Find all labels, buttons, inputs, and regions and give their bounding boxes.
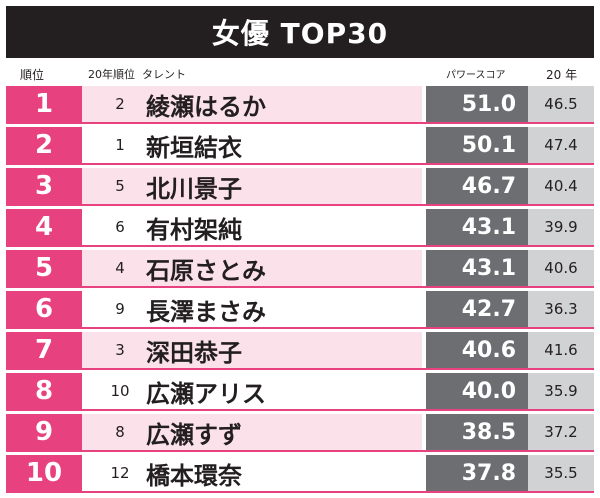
talent-cell: 12 橋本環奈	[82, 455, 422, 491]
table-row: 8 10 広瀬アリス 40.0 35.9	[6, 373, 594, 411]
talent-cell: 6 有村架純	[82, 209, 422, 245]
prev-rank: 10	[110, 382, 130, 400]
power-score: 40.6	[426, 332, 528, 368]
header-prev-rank: 20年順位	[88, 68, 135, 81]
prev-rank: 3	[115, 341, 125, 359]
talent-cell: 8 広瀬すず	[82, 414, 422, 450]
power-score: 46.7	[426, 168, 528, 204]
power-score: 37.8	[426, 455, 528, 491]
rank-number: 4	[6, 209, 82, 245]
prev-rank: 4	[115, 259, 125, 277]
rank-number: 10	[6, 455, 82, 491]
power-score: 38.5	[426, 414, 528, 450]
power-score: 43.1	[426, 209, 528, 245]
prev-rank: 8	[115, 423, 125, 441]
year20-score: 40.4	[528, 168, 594, 204]
year20-score: 35.9	[528, 373, 594, 409]
talent-cell: 1 新垣結衣	[82, 127, 422, 163]
power-score: 43.1	[426, 250, 528, 286]
talent-cell: 4 石原さとみ	[82, 250, 422, 286]
header-power-score: パワースコア	[446, 70, 506, 81]
table-header: 順位 20年順位 タレント パワースコア 20 年	[6, 62, 594, 84]
power-score: 50.1	[426, 127, 528, 163]
year20-score: 46.5	[528, 86, 594, 122]
talent-name: 広瀬アリス	[146, 379, 266, 408]
talent-cell: 2 綾瀬はるか	[82, 86, 422, 122]
year20-score: 37.2	[528, 414, 594, 450]
prev-rank: 12	[110, 464, 130, 482]
power-score: 51.0	[426, 86, 528, 122]
rank-number: 3	[6, 168, 82, 204]
year20-score: 47.4	[528, 127, 594, 163]
talent-cell: 10 広瀬アリス	[82, 373, 422, 409]
power-score: 42.7	[426, 291, 528, 327]
table-row: 5 4 石原さとみ 43.1 40.6	[6, 250, 594, 288]
talent-cell: 5 北川景子	[82, 168, 422, 204]
rank-number: 1	[6, 86, 82, 122]
table-row: 7 3 深田恭子 40.6 41.6	[6, 332, 594, 370]
talent-name: 橋本環奈	[146, 461, 242, 490]
talent-cell: 3 深田恭子	[82, 332, 422, 368]
header-rank: 順位	[20, 68, 45, 82]
rank-number: 8	[6, 373, 82, 409]
talent-name: 長澤まさみ	[146, 297, 266, 326]
rank-number: 9	[6, 414, 82, 450]
table-row: 9 8 広瀬すず 38.5 37.2	[6, 414, 594, 452]
header-year20: 20 年	[546, 68, 578, 82]
rank-number: 7	[6, 332, 82, 368]
year20-score: 40.6	[528, 250, 594, 286]
talent-name: 石原さとみ	[146, 256, 266, 285]
year20-score: 36.3	[528, 291, 594, 327]
page-title: 女優 TOP30	[6, 6, 594, 58]
power-score: 40.0	[426, 373, 528, 409]
prev-rank: 6	[115, 218, 125, 236]
year20-score: 35.5	[528, 455, 594, 491]
talent-name: 綾瀬はるか	[146, 92, 266, 121]
year20-score: 41.6	[528, 332, 594, 368]
table-row: 2 1 新垣結衣 50.1 47.4	[6, 127, 594, 165]
talent-name: 広瀬すず	[146, 420, 242, 449]
talent-name: 北川景子	[146, 174, 242, 203]
talent-name: 新垣結衣	[146, 133, 242, 162]
rank-number: 6	[6, 291, 82, 327]
table-row: 4 6 有村架純 43.1 39.9	[6, 209, 594, 247]
talent-name: 有村架純	[146, 215, 242, 244]
header-talent: タレント	[142, 68, 186, 81]
talent-name: 深田恭子	[146, 338, 242, 367]
table-row: 10 12 橋本環奈 37.8 35.5	[6, 455, 594, 493]
prev-rank: 9	[115, 300, 125, 318]
rank-number: 2	[6, 127, 82, 163]
table-row: 6 9 長澤まさみ 42.7 36.3	[6, 291, 594, 329]
talent-cell: 9 長澤まさみ	[82, 291, 422, 327]
table-row: 3 5 北川景子 46.7 40.4	[6, 168, 594, 206]
prev-rank: 2	[115, 95, 125, 113]
prev-rank: 1	[115, 136, 125, 154]
year20-score: 39.9	[528, 209, 594, 245]
table-row: 1 2 綾瀬はるか 51.0 46.5	[6, 86, 594, 124]
prev-rank: 5	[115, 177, 125, 195]
rank-number: 5	[6, 250, 82, 286]
